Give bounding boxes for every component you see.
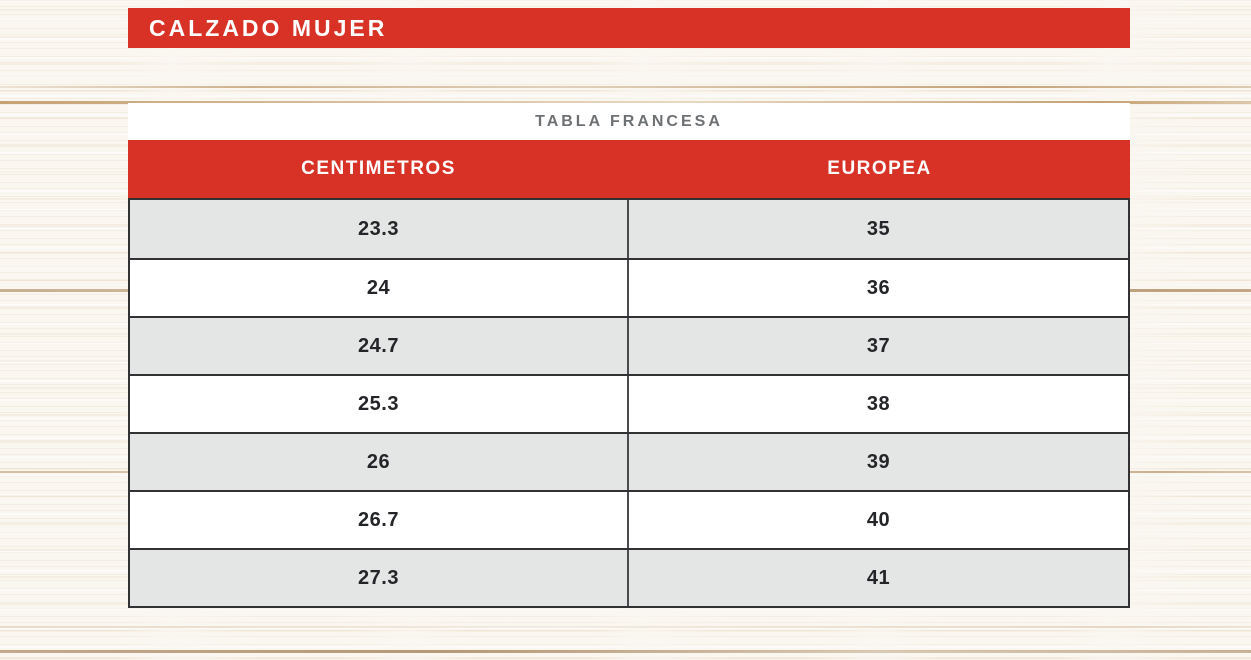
size-conversion-table: TABLA FRANCESA CENTIMETROS EUROPEA 23.3 … xyxy=(128,103,1130,608)
table-header-row: CENTIMETROS EUROPEA xyxy=(128,140,1130,198)
table-row: 27.3 41 xyxy=(130,548,1128,606)
page-title: CALZADO MUJER xyxy=(149,14,388,41)
column-header-europea: EUROPEA xyxy=(827,158,932,179)
cell-europea: 35 xyxy=(866,217,891,240)
table-row: 24 36 xyxy=(130,258,1128,316)
cell-europea: 36 xyxy=(866,276,891,299)
wood-grain-line xyxy=(0,650,1251,653)
table-row: 25.3 38 xyxy=(130,374,1128,432)
table-row: 23.3 35 xyxy=(130,200,1128,258)
table-row: 24.7 37 xyxy=(130,316,1128,374)
table-body: 23.3 35 24 36 24.7 37 25.3 38 26 39 26.7… xyxy=(128,198,1130,608)
cell-europea: 37 xyxy=(866,334,891,357)
cell-centimetros: 25.3 xyxy=(130,376,629,432)
cell-europea: 40 xyxy=(866,508,891,531)
wood-grain-line xyxy=(0,86,1251,88)
table-subtitle: TABLA FRANCESA xyxy=(128,103,1130,140)
cell-centimetros: 26 xyxy=(130,434,629,490)
page-title-banner: CALZADO MUJER xyxy=(128,8,1130,48)
cell-centimetros: 27.3 xyxy=(130,550,629,606)
cell-centimetros: 24 xyxy=(130,260,629,316)
cell-centimetros: 24.7 xyxy=(130,318,629,374)
column-header-centimetros: CENTIMETROS xyxy=(301,158,456,179)
cell-centimetros: 23.3 xyxy=(130,200,629,258)
table-row: 26.7 40 xyxy=(130,490,1128,548)
cell-europea: 38 xyxy=(866,392,891,415)
wood-grain-line xyxy=(0,626,1251,628)
table-row: 26 39 xyxy=(130,432,1128,490)
cell-europea: 39 xyxy=(866,450,891,473)
cell-europea: 41 xyxy=(866,566,891,589)
cell-centimetros: 26.7 xyxy=(130,492,629,548)
